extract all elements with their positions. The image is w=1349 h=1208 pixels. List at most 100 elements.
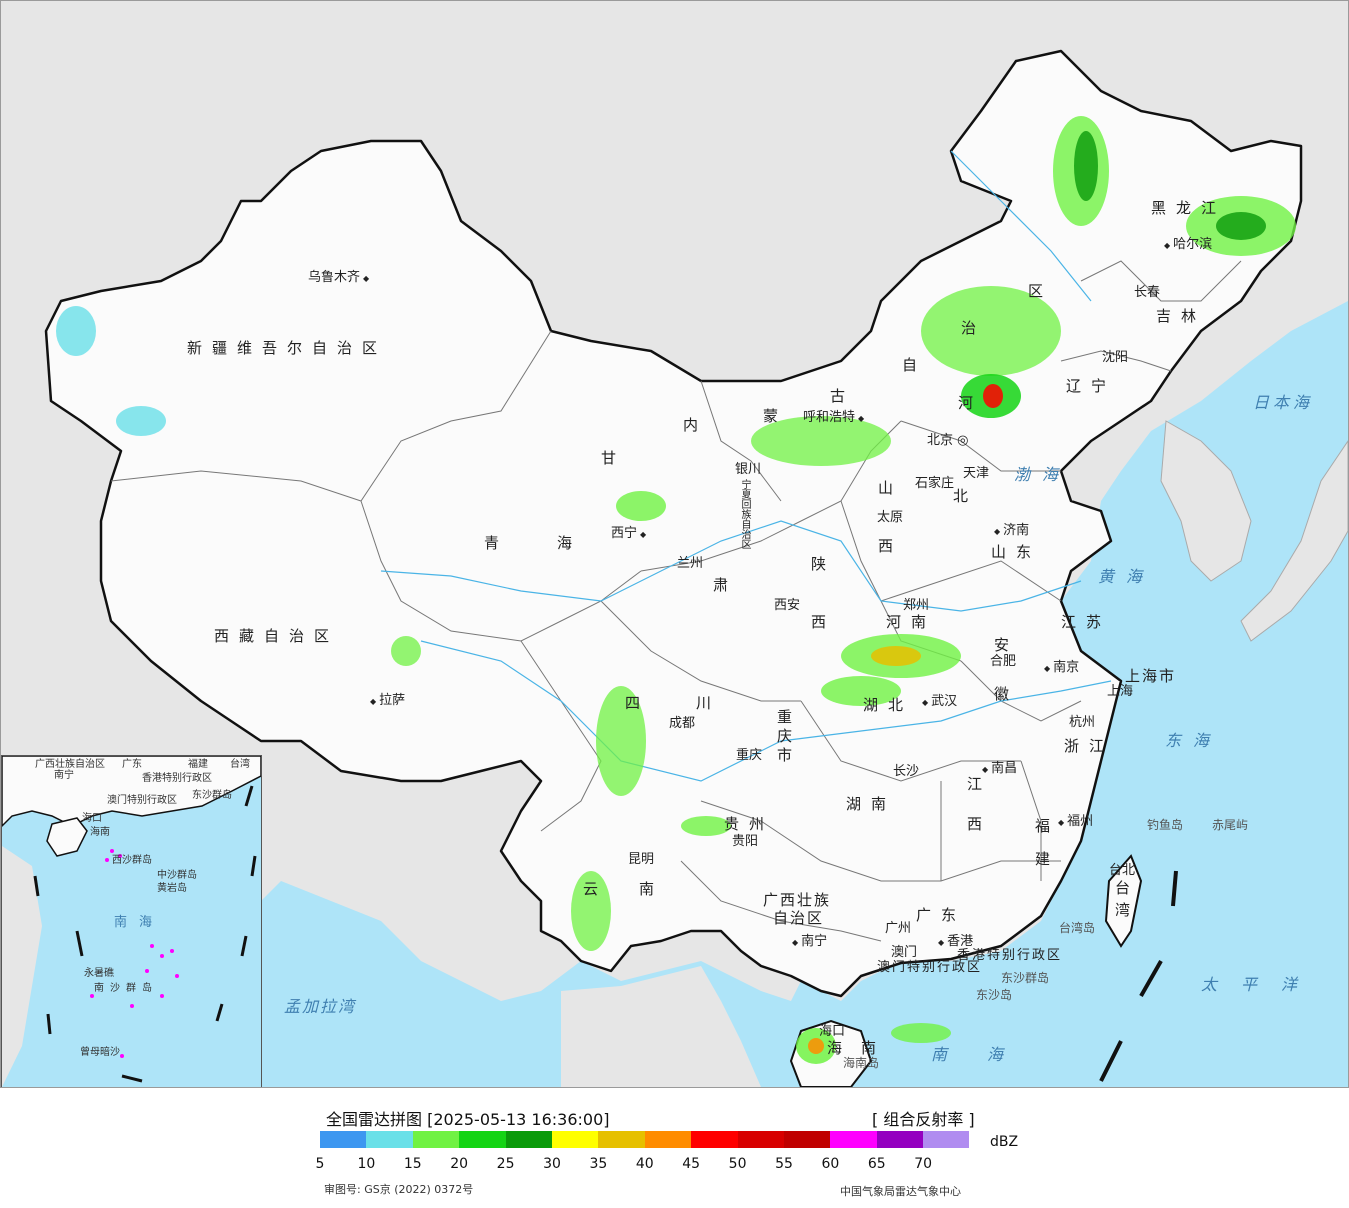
province-label-neimenggu-3: 古 xyxy=(830,387,856,405)
color-swatch xyxy=(551,1131,599,1148)
province-label-shaanxi-2: 西 xyxy=(811,613,837,631)
province-label-yunnan-1: 云 xyxy=(583,880,609,898)
province-label-jiangsu: 江苏 xyxy=(1061,613,1112,631)
province-label-zhejiang: 浙江 xyxy=(1064,737,1115,755)
city-hongkong: 香港 xyxy=(935,934,973,949)
city-xian: 西安 xyxy=(774,598,801,613)
island-dongsha-qundao: 东沙群岛 xyxy=(1001,971,1050,985)
province-label-liaoning: 辽宁 xyxy=(1066,377,1117,395)
province-label-hebei-2: 北 xyxy=(953,487,979,505)
south-china-sea-inset: 广西壮族自治区 南宁 广东 台湾 福建 香港特别行政区 澳门特别行政区 东沙群岛… xyxy=(1,755,262,1087)
city-xining: 西宁 xyxy=(611,526,649,541)
color-swatch xyxy=(320,1131,367,1148)
inset-label-dongsha: 东沙群岛 xyxy=(192,790,232,801)
tick-label: 10 xyxy=(357,1156,376,1172)
inset-label-zengmu: 曾母暗沙 xyxy=(80,1047,120,1058)
province-label-guangxi-1: 广西壮族 xyxy=(763,891,832,909)
product-label: [ 组合反射率 ] xyxy=(872,1110,975,1129)
inset-label-huangyan: 黄岩岛 xyxy=(157,883,187,894)
city-changsha: 长沙 xyxy=(893,764,920,779)
city-guangzhou: 广州 xyxy=(885,921,912,936)
sea-label-ribenhai: 日本海 xyxy=(1253,393,1314,412)
inset-mainland xyxy=(2,756,261,828)
sea-label-mengjialawan: 孟加拉湾 xyxy=(284,997,357,1016)
inset-label-nanning: 南宁 xyxy=(54,770,74,781)
province-label-gansu-1: 甘 xyxy=(601,449,627,467)
province-label-hongkong: 香港特别行政区 xyxy=(957,948,1063,963)
inset-label-guangdong: 广东 xyxy=(122,759,142,770)
island-taiwandao: 台湾岛 xyxy=(1059,921,1096,935)
province-label-taiwan-2: 湾 xyxy=(1115,901,1141,919)
inset-label-nanhai: 南海 xyxy=(114,915,165,930)
province-label-shanxi-2: 西 xyxy=(878,537,904,555)
tick-label: 55 xyxy=(775,1156,793,1172)
inset-label-xisha: 西沙群岛 xyxy=(112,855,152,866)
province-label-sichuan-2: 川 xyxy=(696,694,722,712)
city-fuzhou: 福州 xyxy=(1055,814,1093,829)
province-label-shanxi-1: 山 xyxy=(878,479,904,497)
color-swatch xyxy=(644,1131,692,1148)
japan-kyushu xyxy=(1240,440,1348,642)
province-label-yunnan-2: 南 xyxy=(639,880,665,898)
city-guiyang: 贵阳 xyxy=(732,834,759,849)
city-nanjing: 南京 xyxy=(1041,660,1079,675)
province-label-xizang: 西藏自治区 xyxy=(214,627,340,645)
province-label-qinghai-1: 青 xyxy=(484,534,510,552)
inset-hainan xyxy=(46,817,88,857)
color-swatch xyxy=(691,1131,738,1148)
inset-label-hongkong: 香港特别行政区 xyxy=(142,773,212,784)
province-label-guizhou: 贵州 xyxy=(724,815,775,833)
city-nanchang: 南昌 xyxy=(979,761,1017,776)
city-wuhan: 武汉 xyxy=(919,694,957,709)
legend-footer: 全国雷达拼图 [2025-05-13 16:36:00] [ 组合反射率 ] d… xyxy=(0,1088,1349,1208)
province-label-shandong: 山东 xyxy=(991,543,1042,561)
tick-label: 15 xyxy=(403,1156,422,1172)
province-label-anhui-2: 徽 xyxy=(994,685,1020,703)
province-label-hainan-1: 海 xyxy=(827,1039,853,1057)
province-label-henan: 河南 xyxy=(886,613,937,631)
color-swatch xyxy=(876,1131,924,1148)
island-chiweiyu: 赤尾屿 xyxy=(1212,818,1249,832)
city-hangzhou: 杭州 xyxy=(1069,715,1096,730)
rivers xyxy=(380,150,1112,782)
inset-label-fujian: 福建 xyxy=(188,759,208,770)
province-label-fujian-1: 福 xyxy=(1035,817,1061,835)
city-lanzhou: 兰州 xyxy=(677,556,704,571)
color-swatch xyxy=(830,1131,877,1148)
tick-label: 60 xyxy=(821,1156,840,1172)
city-lhasa: 拉萨 xyxy=(367,693,405,708)
province-label-taiwan-1: 台 xyxy=(1115,879,1141,897)
city-changchun: 长春 xyxy=(1134,285,1161,300)
city-chengdu: 成都 xyxy=(669,716,696,731)
province-label-hainan-2: 南 xyxy=(861,1039,887,1057)
inset-islands xyxy=(90,849,179,1058)
province-label-anhui-1: 安 xyxy=(994,636,1020,654)
city-harbin: 哈尔滨 xyxy=(1161,237,1212,252)
boundary-dashes xyxy=(1099,870,1178,1082)
province-label-neimenggu-4: 自 xyxy=(902,356,928,374)
inset-label-guangxi: 广西壮族自治区 xyxy=(35,759,105,770)
city-urumqi: 乌鲁木齐 xyxy=(308,270,372,285)
city-chongqing: 重庆 xyxy=(736,748,763,763)
city-haikou: 海口 xyxy=(819,1024,846,1039)
organization-name: 中国气象局雷达气象中心 xyxy=(840,1185,961,1198)
sea-label-bohai: 渤海 xyxy=(1014,465,1071,484)
province-label-gansu-2: 肃 xyxy=(713,576,739,594)
province-label-neimenggu-1: 内 xyxy=(683,416,709,434)
sea-label-huanghai: 黄海 xyxy=(1098,567,1155,586)
inset-canvas xyxy=(2,756,261,1087)
map-canvas xyxy=(44,49,1348,1087)
korea-peninsula xyxy=(1160,420,1252,582)
province-label-hunan: 湖南 xyxy=(846,795,897,813)
province-label-shanghai: 上海市 xyxy=(1125,667,1177,685)
color-swatch xyxy=(923,1131,970,1148)
province-label-ningxia: 宁夏回族自治区 xyxy=(739,479,750,549)
tick-label: 5 xyxy=(315,1156,325,1172)
city-beijing: 北京 ◎ xyxy=(927,433,969,448)
province-label-qinghai-2: 海 xyxy=(557,534,583,552)
province-label-hubei: 湖北 xyxy=(863,696,914,714)
province-label-guangxi-2: 自治区 xyxy=(773,909,825,927)
color-swatch xyxy=(737,1131,784,1148)
city-macao: 澳门 xyxy=(891,945,918,960)
city-hefei: 合肥 xyxy=(990,654,1017,669)
